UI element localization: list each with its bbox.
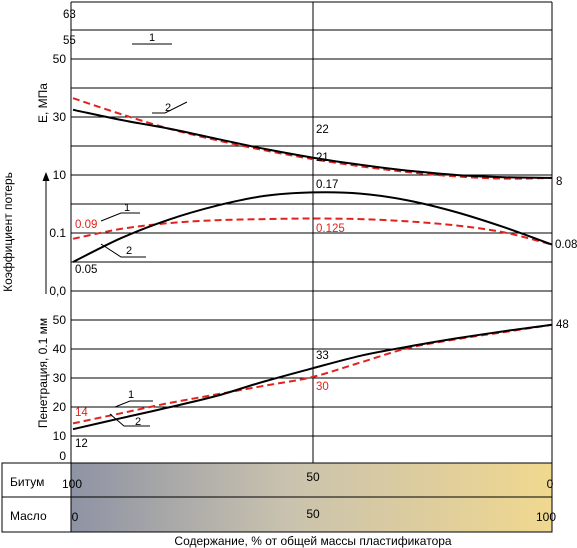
row-label-bitumen: Битум — [10, 475, 44, 489]
legend-label: 2 — [126, 245, 132, 257]
x-axis-title: Содержание, % от общей массы пластификат… — [174, 534, 452, 548]
y-tick-label: 10 — [53, 429, 67, 443]
value-annotation: 21 — [316, 152, 329, 164]
oil-tick-50: 50 — [306, 507, 320, 521]
bitumen-tick-50: 50 — [306, 470, 320, 484]
y-axis-title-e: E, МПа — [36, 83, 50, 123]
series-lines — [72, 97, 553, 431]
value-annotation: 55 — [63, 35, 76, 47]
legend-label: 1 — [128, 389, 134, 401]
legend-leader-line — [100, 212, 140, 222]
legend-label: 2 — [165, 102, 171, 114]
legend-leader-line — [114, 400, 153, 408]
row-label-oil: Масло — [10, 509, 47, 523]
legend-label: 2 — [135, 416, 141, 428]
y-tick-label: 30 — [53, 371, 67, 385]
y-tick-label: 50 — [53, 313, 67, 327]
y-axis-title-penetration: Пенетрация, 0.1 мм — [36, 318, 50, 428]
value-annotation: 0.125 — [316, 223, 345, 235]
series-1-pen — [72, 323, 553, 425]
y-tick-label: 30 — [53, 110, 67, 124]
value-annotation: 22 — [316, 124, 329, 136]
y-tick-label: 20 — [53, 400, 67, 414]
series-2-pen — [72, 323, 553, 431]
series-2-loss — [72, 191, 553, 263]
grid — [70, 1, 553, 465]
y-tick-label: 10 — [53, 168, 67, 182]
value-annotation: 30 — [316, 381, 329, 393]
oil-tick-100: 100 — [536, 510, 556, 524]
bitumen-tick-100: 100 — [62, 477, 82, 491]
legend-callouts: 1 2 1 2 1 2 — [100, 32, 188, 428]
value-annotation: 0.05 — [75, 264, 97, 276]
value-annotation: 12 — [75, 438, 88, 450]
oil-tick-0: 0 — [72, 510, 79, 524]
series-2-E — [72, 108, 553, 179]
value-annotation: 33 — [316, 350, 329, 362]
value-annotation: 63 — [63, 9, 76, 21]
legend-leader-line — [152, 101, 188, 114]
value-annotation: 8 — [556, 176, 562, 188]
y-tick-label: 0,0 — [49, 284, 66, 298]
value-annotation: 0.17 — [316, 179, 338, 191]
y-tick-labels: 50 30 10 0.1 0,0 50 40 30 20 10 0 — [49, 52, 66, 463]
y-tick-label: 50 — [53, 52, 67, 66]
value-annotation: 0.09 — [75, 219, 97, 231]
bitumen-tick-0: 0 — [547, 477, 554, 491]
legend-label: 1 — [124, 202, 130, 214]
series-1-E — [72, 97, 553, 180]
value-annotation: 14 — [75, 407, 88, 419]
y-tick-label: 0 — [59, 449, 66, 463]
value-annotation: 0.08 — [555, 239, 577, 251]
legend-leader-line — [109, 413, 150, 427]
legend-leader-line — [100, 243, 146, 258]
y-tick-label: 0.1 — [49, 226, 66, 240]
y-tick-label: 40 — [53, 342, 67, 356]
y-axis-arrow — [42, 172, 50, 294]
legend-label: 1 — [149, 32, 155, 44]
value-annotation: 48 — [556, 319, 569, 331]
composition-bar: Битум Масло 100 50 0 0 50 100 — [1, 462, 556, 533]
y-axis-title-loss: Коэффициент потерь — [1, 172, 15, 292]
